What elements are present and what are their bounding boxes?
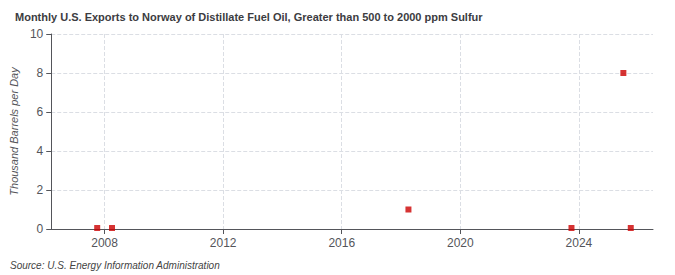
- svg-text:10: 10: [30, 27, 44, 41]
- svg-text:6: 6: [37, 105, 44, 119]
- svg-text:4: 4: [37, 144, 44, 158]
- svg-text:2012: 2012: [210, 236, 237, 250]
- svg-text:2: 2: [37, 183, 44, 197]
- svg-text:0: 0: [37, 222, 44, 236]
- svg-text:Monthly U.S. Exports to Norway: Monthly U.S. Exports to Norway of Distil…: [15, 11, 483, 23]
- svg-text:2008: 2008: [91, 236, 118, 250]
- svg-text:2024: 2024: [566, 236, 593, 250]
- svg-text:2020: 2020: [447, 236, 474, 250]
- svg-text:8: 8: [37, 66, 44, 80]
- svg-text:Thousand Barrels per Day: Thousand Barrels per Day: [8, 66, 20, 196]
- svg-text:2016: 2016: [328, 236, 355, 250]
- svg-text:Source: U.S. Energy Informatio: Source: U.S. Energy Information Administ…: [10, 260, 220, 271]
